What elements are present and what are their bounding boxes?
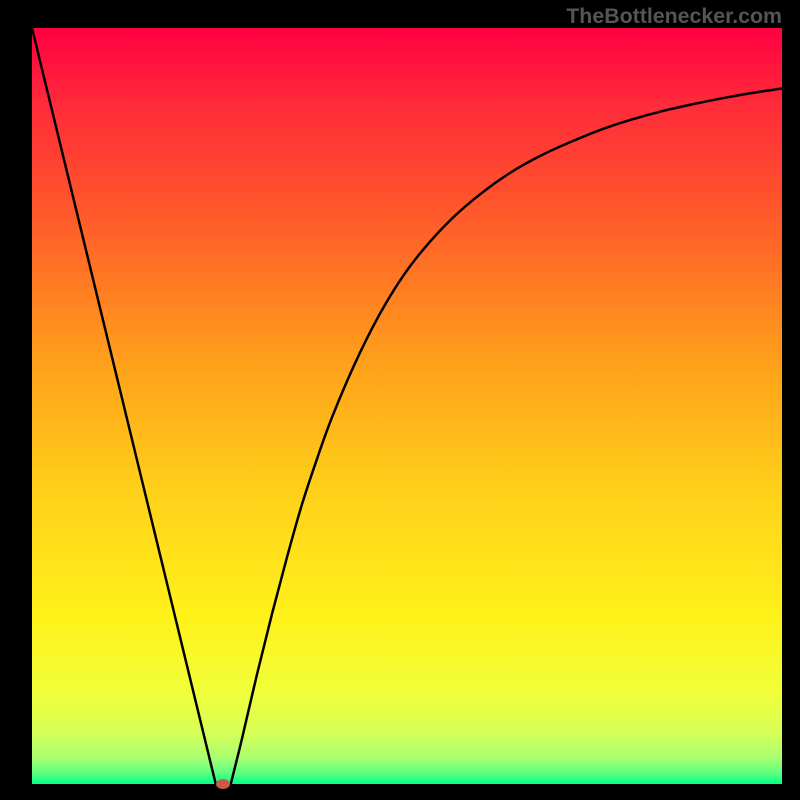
curve-left-branch: [32, 28, 216, 784]
curve-layer: [32, 28, 782, 784]
plot-area: [32, 28, 782, 784]
chart-container: TheBottlenecker.com: [0, 0, 800, 800]
curve-right-branch: [231, 88, 782, 784]
minimum-marker: [216, 779, 230, 789]
watermark-text: TheBottlenecker.com: [566, 4, 782, 29]
